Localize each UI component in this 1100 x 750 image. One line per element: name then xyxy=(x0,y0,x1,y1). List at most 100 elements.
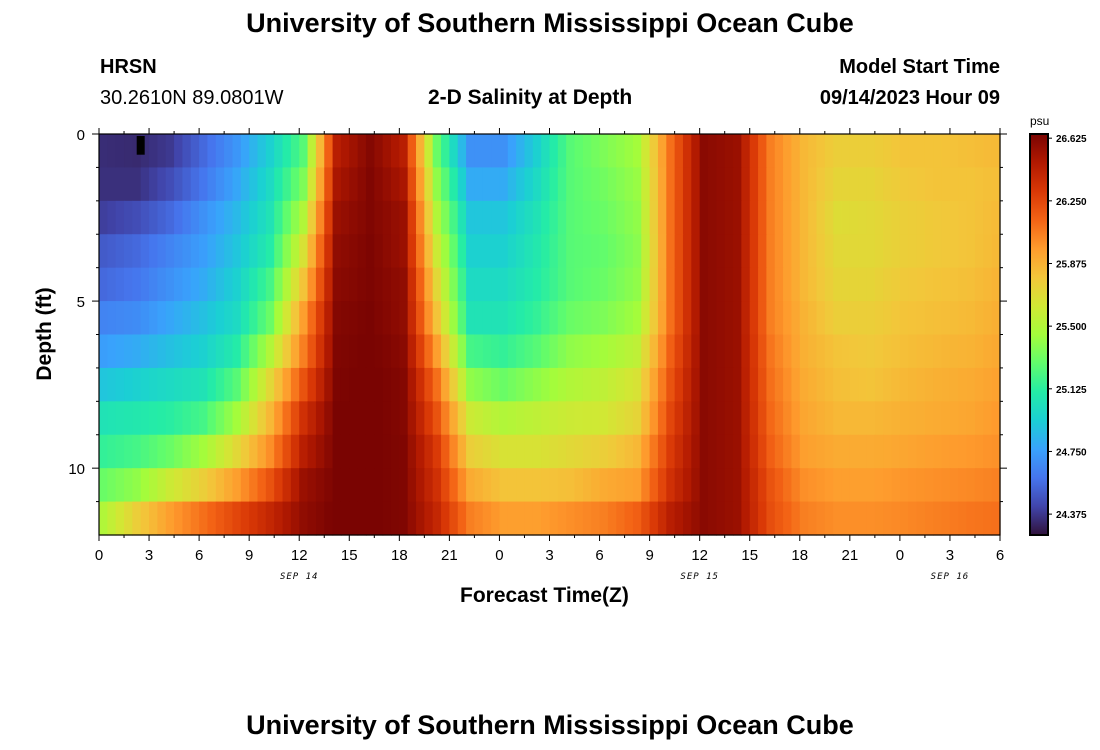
heatmap-cell xyxy=(224,167,234,202)
heatmap-cell xyxy=(174,501,184,536)
heatmap-cell xyxy=(240,468,250,503)
heatmap-cell xyxy=(574,334,584,369)
heatmap-cell xyxy=(808,401,818,436)
heatmap-cell xyxy=(441,501,450,536)
colorbar-bar xyxy=(1029,133,1049,536)
heatmap-cell xyxy=(716,200,726,235)
heatmap-cell xyxy=(682,334,692,369)
heatmap-cell xyxy=(491,234,501,269)
heatmap-cell xyxy=(107,501,117,536)
heatmap-cell xyxy=(941,334,951,369)
heatmap-cell xyxy=(157,334,167,369)
heatmap-cell xyxy=(649,167,659,202)
heatmap-cell xyxy=(824,468,834,503)
heatmap-cell xyxy=(758,434,767,469)
heatmap-cell xyxy=(691,434,701,469)
heatmap-cell xyxy=(99,334,108,369)
heatmap-cell xyxy=(516,334,526,369)
heatmap-cell xyxy=(966,501,976,536)
heatmap-cell xyxy=(265,267,275,302)
heatmap-cell xyxy=(566,200,576,235)
heatmap-cell xyxy=(449,334,459,369)
heatmap-cell xyxy=(924,301,934,336)
heatmap-cell xyxy=(949,134,959,169)
heatmap-cell xyxy=(974,267,984,302)
heatmap-cell xyxy=(791,501,801,536)
heatmap-cell xyxy=(866,167,876,202)
heatmap-cell xyxy=(149,468,158,503)
heatmap-cell xyxy=(340,234,350,269)
heatmap-cell xyxy=(457,234,467,269)
heatmap-cell xyxy=(307,334,317,369)
heatmap-cell xyxy=(332,301,342,336)
heatmap-cell xyxy=(299,468,309,503)
heatmap-cell xyxy=(399,167,409,202)
heatmap-cell xyxy=(374,134,384,169)
heatmap-cell xyxy=(724,301,734,336)
heatmap-cell xyxy=(591,468,601,503)
heatmap-cell xyxy=(632,501,642,536)
heatmap-cell xyxy=(791,167,801,202)
heatmap-cell xyxy=(674,301,684,336)
heatmap-cell xyxy=(516,134,526,169)
heatmap-cell xyxy=(624,367,634,402)
heatmap-cell xyxy=(449,234,459,269)
heatmap-cell xyxy=(349,334,359,369)
heatmap-cell xyxy=(983,468,993,503)
heatmap-cell xyxy=(666,267,676,302)
heatmap-cell xyxy=(566,301,576,336)
heatmap-cell xyxy=(724,267,734,302)
heatmap-cell xyxy=(733,367,742,402)
heatmap-cell xyxy=(808,267,818,302)
heatmap-cell xyxy=(474,134,484,169)
heatmap-cell xyxy=(199,334,209,369)
heatmap-cell xyxy=(282,301,292,336)
heatmap-cell xyxy=(357,501,367,536)
heatmap-cell xyxy=(165,434,175,469)
heatmap-cell xyxy=(432,267,442,302)
heatmap-cell xyxy=(949,234,959,269)
heatmap-cell xyxy=(390,468,400,503)
heatmap-cell xyxy=(849,468,859,503)
heatmap-cell xyxy=(140,234,150,269)
heatmap-cell xyxy=(916,301,926,336)
heatmap-cell xyxy=(274,267,284,302)
heatmap-cell xyxy=(666,334,676,369)
heatmap-cell xyxy=(891,234,901,269)
page-title: University of Southern Mississippi Ocean… xyxy=(246,8,854,38)
heatmap-cell xyxy=(657,501,667,536)
heatmap-cell xyxy=(783,167,793,202)
heatmap-cell xyxy=(958,234,968,269)
heatmap-cell xyxy=(983,234,993,269)
heatmap-cell xyxy=(466,234,476,269)
heatmap-cell xyxy=(507,334,517,369)
heatmap-cell xyxy=(224,501,234,536)
heatmap-cell xyxy=(724,501,734,536)
heatmap-cell xyxy=(599,468,609,503)
heatmap-cell xyxy=(432,301,442,336)
heatmap-cell xyxy=(899,301,909,336)
heatmap-cell xyxy=(182,267,192,302)
heatmap-cell xyxy=(616,468,626,503)
heatmap-cell xyxy=(407,501,417,536)
heatmap-cell xyxy=(482,468,492,503)
heatmap-cell xyxy=(974,367,984,402)
heatmap-cell xyxy=(699,468,709,503)
heatmap-cell xyxy=(849,234,859,269)
heatmap-cell xyxy=(916,334,926,369)
x-tick-label: 3 xyxy=(545,547,553,564)
plot-title-text: 2-D Salinity at Depth xyxy=(428,86,633,109)
heatmap-cell xyxy=(983,434,993,469)
heatmap-cell xyxy=(474,200,484,235)
heatmap-cell xyxy=(349,501,359,536)
heatmap-cell xyxy=(482,167,492,202)
heatmap-cell xyxy=(641,334,651,369)
heatmap-cell xyxy=(966,401,976,436)
heatmap-cell xyxy=(215,167,225,202)
heatmap-cell xyxy=(149,267,158,302)
heatmap-cell xyxy=(708,367,717,402)
heatmap-cell xyxy=(307,401,317,436)
heatmap-cell xyxy=(749,134,759,169)
heatmap-cell xyxy=(365,434,375,469)
heatmap-cell xyxy=(382,434,392,469)
